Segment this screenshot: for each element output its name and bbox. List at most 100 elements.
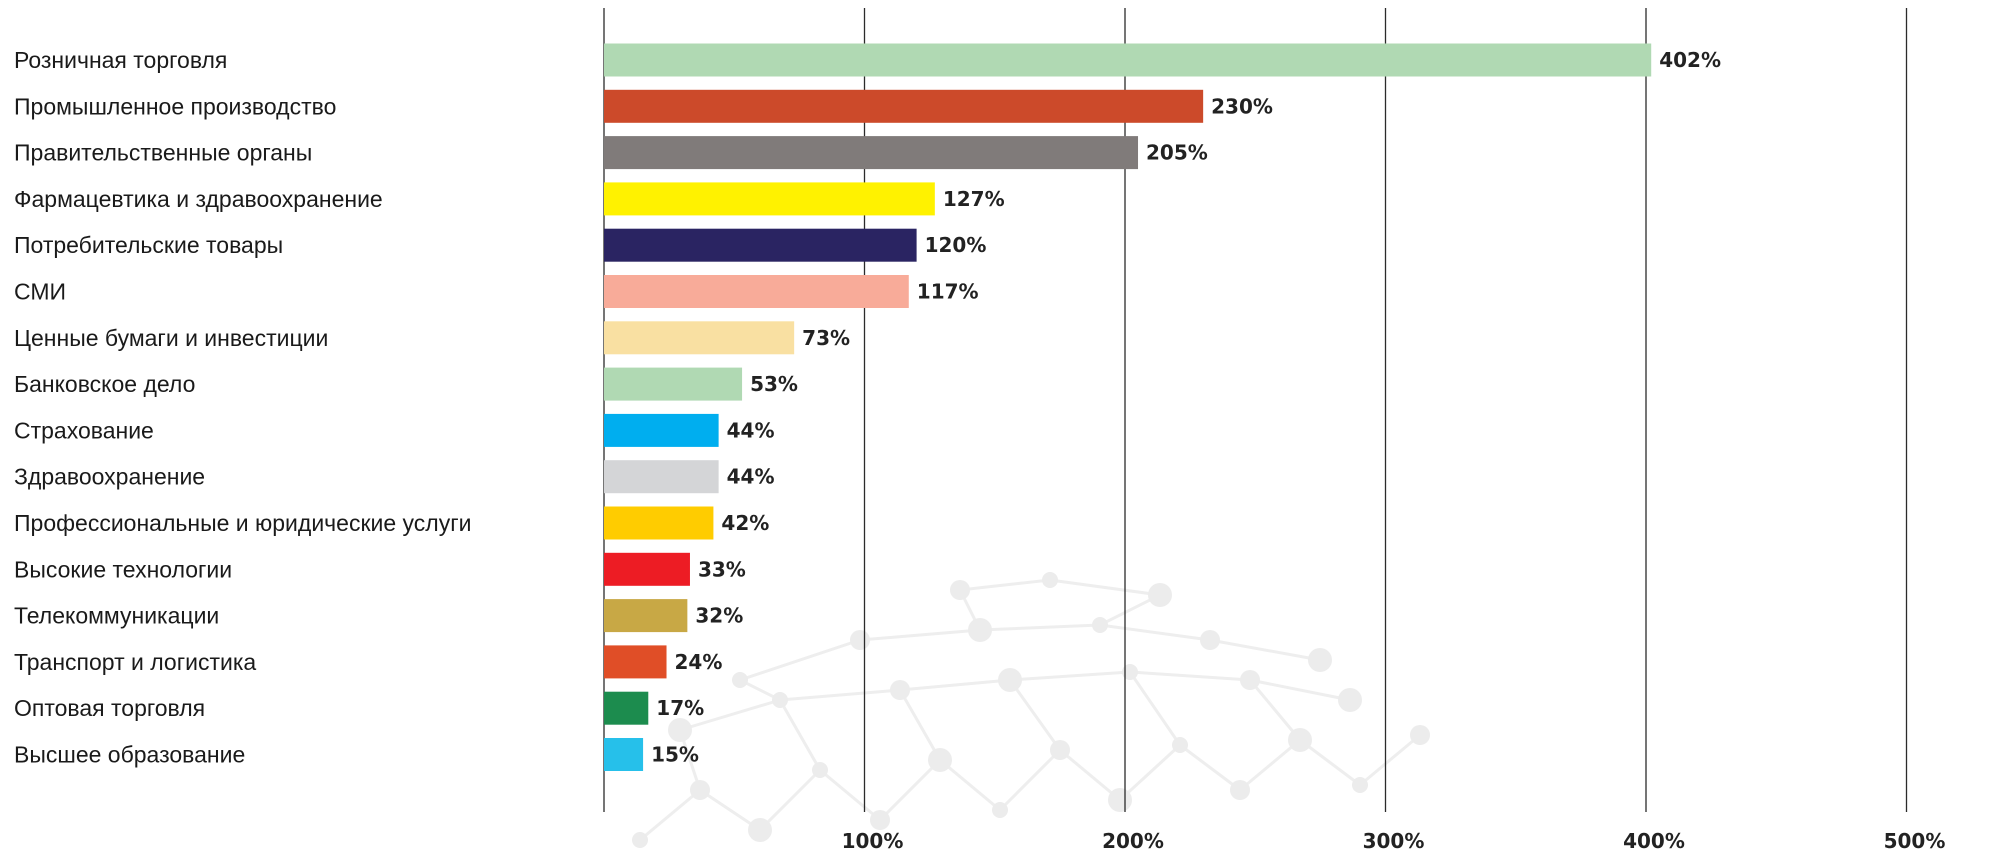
category-label-4: Фармацевтика и здравоохранение: [14, 186, 383, 212]
bg-network-link: [998, 748, 1062, 812]
bg-network-node: [968, 618, 992, 642]
value-label-9: 44%: [727, 418, 775, 442]
bar-6: [604, 275, 909, 308]
bg-network-link: [898, 689, 942, 761]
bg-network-link: [899, 678, 1011, 692]
value-label-16: 15%: [651, 743, 699, 767]
bg-network-link: [1209, 638, 1321, 662]
bg-network-link: [699, 788, 761, 832]
bar-9: [604, 413, 719, 447]
bg-network-node: [1108, 788, 1132, 812]
category-label-9: Страхование: [14, 417, 154, 443]
value-label-6: 117%: [917, 280, 979, 304]
bar-4: [604, 182, 935, 216]
bg-network-node: [890, 680, 910, 700]
category-label-14: Транспорт и логистика: [14, 649, 256, 675]
category-label-3: Правительственные органы: [14, 140, 312, 166]
bg-network-link: [1128, 671, 1182, 746]
bg-network-node: [1410, 725, 1430, 745]
category-label-10: Здравоохранение: [14, 464, 205, 490]
category-label-2: Промышленное производство: [14, 93, 336, 119]
bar-10: [604, 460, 719, 494]
background-network-decoration: [632, 572, 1430, 848]
category-label-13: Телекоммуникации: [14, 603, 219, 629]
bg-network-link: [1299, 738, 1361, 787]
value-label-7: 73%: [802, 326, 850, 350]
bar-11: [604, 506, 714, 540]
bg-network-link: [1059, 748, 1121, 802]
bg-network-node: [992, 802, 1008, 818]
bg-network-node: [1148, 583, 1172, 607]
category-label-12: Высокие технологии: [14, 556, 232, 582]
bg-network-link: [819, 768, 881, 822]
bg-network-node: [772, 692, 788, 708]
bar-1: [604, 43, 1652, 77]
bg-network-link: [1239, 738, 1301, 792]
bar-13: [604, 599, 688, 633]
category-label-8: Банковское дело: [14, 371, 195, 397]
bg-network-link: [939, 758, 1001, 812]
category-label-1: Розничная торговля: [14, 47, 227, 73]
bg-network-link: [1179, 743, 1241, 792]
x-tick-label-400: 400%: [1623, 829, 1685, 853]
bg-network-link: [959, 578, 1051, 592]
bg-network-node: [928, 748, 952, 772]
bg-network-link: [1249, 678, 1351, 702]
value-label-1: 402%: [1659, 48, 1721, 72]
value-label-14: 24%: [675, 650, 723, 674]
value-label-12: 33%: [698, 557, 746, 581]
bg-network-link: [639, 788, 701, 842]
bg-network-node: [690, 780, 710, 800]
bg-network-node: [812, 762, 828, 778]
bg-network-node: [998, 668, 1022, 692]
bar-15: [604, 691, 649, 725]
bg-network-link: [779, 688, 901, 702]
bg-network-link: [1359, 733, 1421, 787]
value-label-15: 17%: [656, 696, 704, 720]
bg-network-node: [748, 818, 772, 842]
bg-network-node: [870, 810, 890, 830]
bg-network-node: [1240, 670, 1260, 690]
category-label-7: Ценные бумаги и инвестиции: [14, 325, 328, 351]
bg-network-node: [1230, 780, 1250, 800]
category-label-16: Высшее образование: [14, 742, 245, 768]
bg-network-node: [1200, 630, 1220, 650]
bg-network-node: [1172, 737, 1188, 753]
bg-network-node: [1288, 728, 1312, 752]
bg-network-link: [878, 758, 942, 822]
bar-7: [604, 321, 795, 355]
bg-network-node: [1308, 648, 1332, 672]
value-label-8: 53%: [750, 372, 798, 396]
bg-network-node: [1092, 617, 1108, 633]
bar-5: [604, 228, 917, 262]
bg-network-link: [1118, 743, 1182, 802]
bg-network-link: [979, 623, 1101, 632]
bar-16: [604, 738, 644, 771]
bg-network-link: [778, 699, 822, 771]
bg-network-link: [1248, 679, 1302, 741]
bg-network-link: [1008, 679, 1062, 751]
category-label-6: СМИ: [14, 279, 66, 305]
x-tick-label-100: 100%: [842, 829, 904, 853]
bg-network-link: [758, 768, 822, 832]
bg-network-link: [1129, 670, 1251, 682]
category-labels: Розничная торговля Промышленное производс…: [14, 47, 471, 768]
bg-network-node: [732, 672, 748, 688]
bars: [604, 43, 1652, 771]
bg-network-node: [950, 580, 970, 600]
bg-network-node: [1352, 777, 1368, 793]
gridlines: [603, 8, 1908, 812]
bar-3: [604, 136, 1139, 170]
bg-network-link: [1009, 670, 1131, 682]
value-label-13: 32%: [695, 604, 743, 628]
bar-8: [604, 367, 743, 401]
bg-network-link: [1049, 578, 1161, 597]
x-tick-label-300: 300%: [1363, 829, 1425, 853]
x-tick-label-200: 200%: [1102, 829, 1164, 853]
value-label-10: 44%: [727, 465, 775, 489]
bg-network-link: [859, 628, 981, 642]
x-tick-label-500: 500%: [1884, 829, 1946, 853]
bg-network-link: [739, 638, 861, 682]
